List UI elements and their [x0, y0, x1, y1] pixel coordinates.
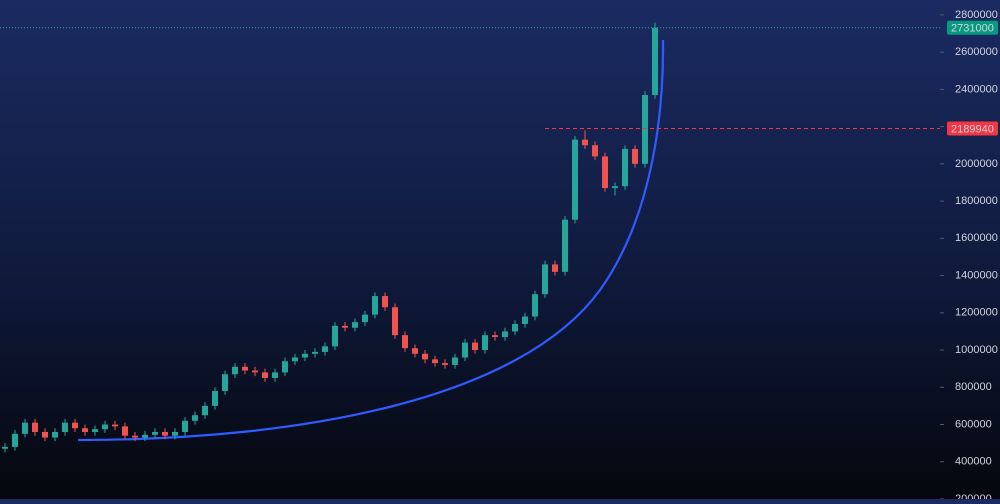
candle-body: [32, 422, 38, 432]
candle-body: [592, 145, 598, 157]
y-tick-label: 1400000: [955, 269, 998, 281]
candle-body: [342, 325, 348, 328]
y-tick-label: 800000: [955, 381, 992, 393]
candle-body: [552, 264, 558, 272]
candle-body: [462, 342, 468, 358]
y-tick-label: 600000: [955, 418, 992, 430]
candle-body: [642, 94, 648, 164]
candle-body: [232, 366, 238, 375]
candle-body: [92, 429, 98, 432]
y-tick-label: 2000000: [955, 158, 998, 170]
candle-body: [432, 359, 438, 364]
candle-body: [192, 415, 198, 421]
candle-body: [22, 422, 28, 434]
candle-body: [252, 370, 258, 373]
candle-body: [412, 348, 418, 354]
candle-body: [522, 316, 528, 324]
candle-body: [82, 428, 88, 432]
candle-body: [512, 323, 518, 332]
candle-body: [472, 342, 478, 351]
candle-body: [542, 264, 548, 295]
y-tick-label: 2400000: [955, 83, 998, 95]
y-tick-label: 1800000: [955, 195, 998, 207]
candle-body: [602, 156, 608, 189]
candle-body: [372, 296, 378, 315]
level-label: 2189940: [951, 123, 994, 135]
y-tick-label: 1200000: [955, 307, 998, 319]
candle-body: [352, 322, 358, 328]
candle-body: [322, 346, 328, 352]
candle-body: [222, 374, 228, 392]
candle-body: [652, 27, 658, 95]
candle-body: [612, 186, 618, 189]
candle-body: [272, 372, 278, 378]
level-tag: [947, 121, 998, 136]
y-tick-label: 400000: [955, 456, 992, 468]
candle-body: [402, 335, 408, 349]
candle-body: [582, 139, 588, 146]
candle-body: [622, 148, 628, 187]
y-tick-label: 200000: [955, 493, 992, 499]
candle-body: [632, 148, 638, 164]
candle-body: [112, 424, 118, 427]
candle-body: [212, 391, 218, 406]
candle-body: [532, 294, 538, 317]
last-price-tag: [947, 20, 998, 35]
candle-body: [442, 363, 448, 365]
candle-body: [492, 335, 498, 338]
y-tick-label: 2800000: [955, 9, 998, 21]
candle-body: [182, 420, 188, 432]
candle-body: [242, 366, 248, 371]
candle-body: [162, 431, 168, 436]
candle-body: [452, 357, 458, 365]
candle-body: [122, 426, 128, 436]
candle-body: [132, 435, 138, 438]
candle-body: [62, 422, 68, 432]
y-tick-label: 1000000: [955, 344, 998, 356]
candle-body: [72, 422, 78, 429]
candle-body: [292, 357, 298, 362]
y-tick-label: 2600000: [955, 46, 998, 58]
candle-body: [282, 361, 288, 373]
last-price-label: 2731000: [951, 23, 994, 35]
candle-body: [502, 331, 508, 338]
candle-body: [42, 431, 48, 438]
candle-body: [562, 219, 568, 272]
y-tick-label: 1600000: [955, 232, 998, 244]
candle-body: [202, 405, 208, 416]
candle-body: [152, 431, 158, 435]
candle-body: [572, 139, 578, 220]
candle-body: [102, 424, 108, 430]
candle-body: [12, 433, 18, 447]
candle-body: [262, 372, 268, 378]
candle-body: [422, 353, 428, 360]
candle-body: [302, 353, 308, 358]
candle-body: [382, 296, 388, 308]
candle-body: [392, 307, 398, 336]
trend-curve: [77, 39, 665, 442]
candle-body: [482, 335, 488, 351]
candle-body: [332, 325, 338, 347]
candle-body: [142, 434, 148, 438]
candle-body: [172, 431, 178, 436]
candle-body: [362, 314, 368, 323]
candle-body: [52, 431, 58, 438]
candle-body: [2, 446, 8, 449]
candle-body: [312, 351, 318, 354]
